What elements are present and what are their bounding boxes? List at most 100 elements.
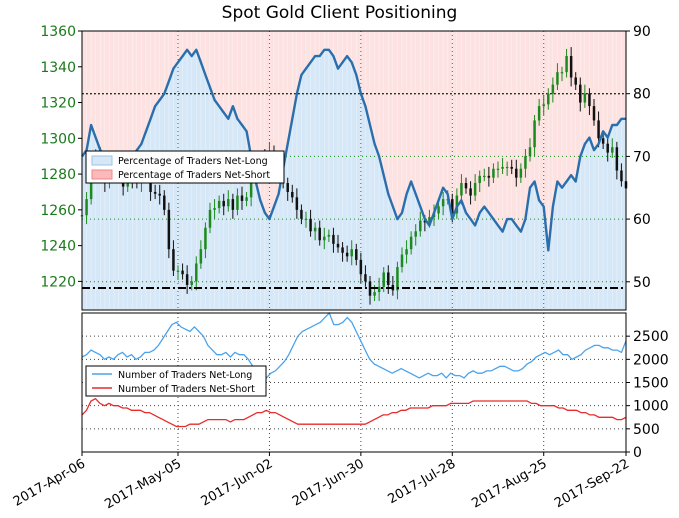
candle-body (163, 195, 166, 210)
candle-body (213, 208, 216, 210)
candle-body (405, 249, 408, 255)
candle-body (373, 292, 376, 296)
legend-top-box (85, 150, 285, 184)
candle-body (153, 191, 157, 194)
candle-body (492, 168, 495, 178)
candle-body (359, 259, 363, 275)
right-tick-label: 50 (633, 275, 651, 291)
candle-body (208, 209, 212, 228)
candle-body (419, 220, 422, 232)
left-tick-label: 1240 (40, 239, 76, 255)
left-tick-label: 1360 (40, 24, 76, 40)
candle-body (537, 106, 541, 121)
right-tick-label: 1500 (633, 376, 669, 392)
percent-net-long-line (81, 48, 626, 252)
candle-body (245, 197, 248, 201)
right-tick-label: 500 (633, 422, 660, 438)
candle-body (286, 183, 289, 192)
candle-body (533, 120, 536, 148)
candle-body (569, 56, 573, 78)
candle-body (423, 220, 427, 223)
candle-body (542, 104, 545, 107)
candle-body (409, 236, 413, 250)
x-tick-label: 2017-Sep-22 (552, 456, 632, 511)
net-long-count-line (81, 311, 627, 379)
candle-body (473, 183, 477, 196)
candle-body (295, 197, 299, 210)
candle-body (441, 199, 445, 207)
x-tick-label: 2017-Jun-30 (290, 456, 367, 509)
candle-body (455, 195, 459, 214)
candle-body (615, 147, 619, 171)
right-tick-label: 80 (633, 87, 651, 103)
x-tick-label: 2017-Jun-02 (199, 456, 276, 509)
candle-body (505, 166, 509, 169)
candle-body (524, 156, 527, 169)
candle-body (560, 72, 564, 74)
candle-body (451, 199, 454, 214)
candle-body (190, 281, 193, 285)
candle-body (341, 247, 344, 253)
candle-body (181, 270, 184, 275)
candle-body (300, 209, 303, 219)
candle-body (469, 188, 472, 196)
candle-body (332, 234, 335, 244)
candle-body (382, 272, 385, 287)
legend-entry-long: Number of Traders Net-Long (118, 370, 252, 381)
candle-body (172, 249, 175, 271)
legend-bottom: Number of Traders Net-Long Number of Trad… (85, 365, 267, 397)
legend-swatch-long (91, 155, 113, 166)
candle-body (583, 93, 587, 103)
candle-body (396, 267, 399, 291)
legend-entry-long: Percentage of Traders Net-Long (118, 156, 268, 167)
candle-body (574, 77, 577, 85)
candle-body (149, 175, 152, 192)
candle-body (304, 218, 308, 220)
top-panel: 1220 1240 1260 1280 1300 1320 1340 1360 50 60 70 80… (40, 24, 651, 311)
candle-body (195, 263, 198, 282)
candle-body (291, 191, 294, 198)
x-tick-label: 2017-May-05 (102, 456, 184, 512)
candle-body (313, 227, 317, 232)
candle-body (487, 175, 491, 178)
left-tick-label: 1260 (40, 203, 76, 219)
legend-top: Percentage of Traders Net-Long Percentage… (85, 150, 285, 184)
right-tick-label: 2000 (633, 352, 669, 368)
candle-body (611, 147, 614, 153)
candle-body (318, 227, 321, 241)
candle-body (547, 93, 550, 105)
right-tick-label: 2500 (633, 329, 669, 345)
legend-swatch-short (91, 169, 113, 180)
candle-body (515, 168, 518, 178)
left-tick-label: 1340 (40, 60, 76, 76)
legend-bottom-box (85, 365, 267, 397)
chart-title: Spot Gold Client Positioning (221, 3, 458, 23)
candle-body (588, 93, 591, 107)
candle-body (428, 217, 431, 223)
candle-body (377, 286, 381, 293)
candle-body (227, 199, 230, 207)
candle-body (592, 106, 596, 121)
candle-body (606, 143, 609, 153)
candle-body (185, 274, 189, 285)
candle-body (240, 195, 244, 201)
candle-body (309, 218, 312, 232)
net-short-count-line (81, 397, 627, 428)
candle-body (231, 199, 235, 210)
candle-body (327, 234, 331, 237)
net-long-area (82, 49, 626, 311)
candle-body (204, 227, 207, 250)
left-tick-label: 1220 (40, 274, 76, 290)
right-tick-label: 60 (633, 212, 651, 228)
candle-body (501, 166, 504, 169)
candle-body (483, 175, 486, 178)
top-panel-frame (81, 30, 627, 311)
candle-body (176, 270, 180, 272)
right-tick-label: 0 (633, 445, 642, 461)
legend-entry-short: Percentage of Traders Net-Short (118, 170, 270, 181)
candle-body (556, 72, 559, 85)
candle-body (551, 84, 555, 94)
candle-body (565, 56, 568, 73)
candle-body (620, 170, 623, 182)
right-tick-label: 70 (633, 149, 651, 165)
